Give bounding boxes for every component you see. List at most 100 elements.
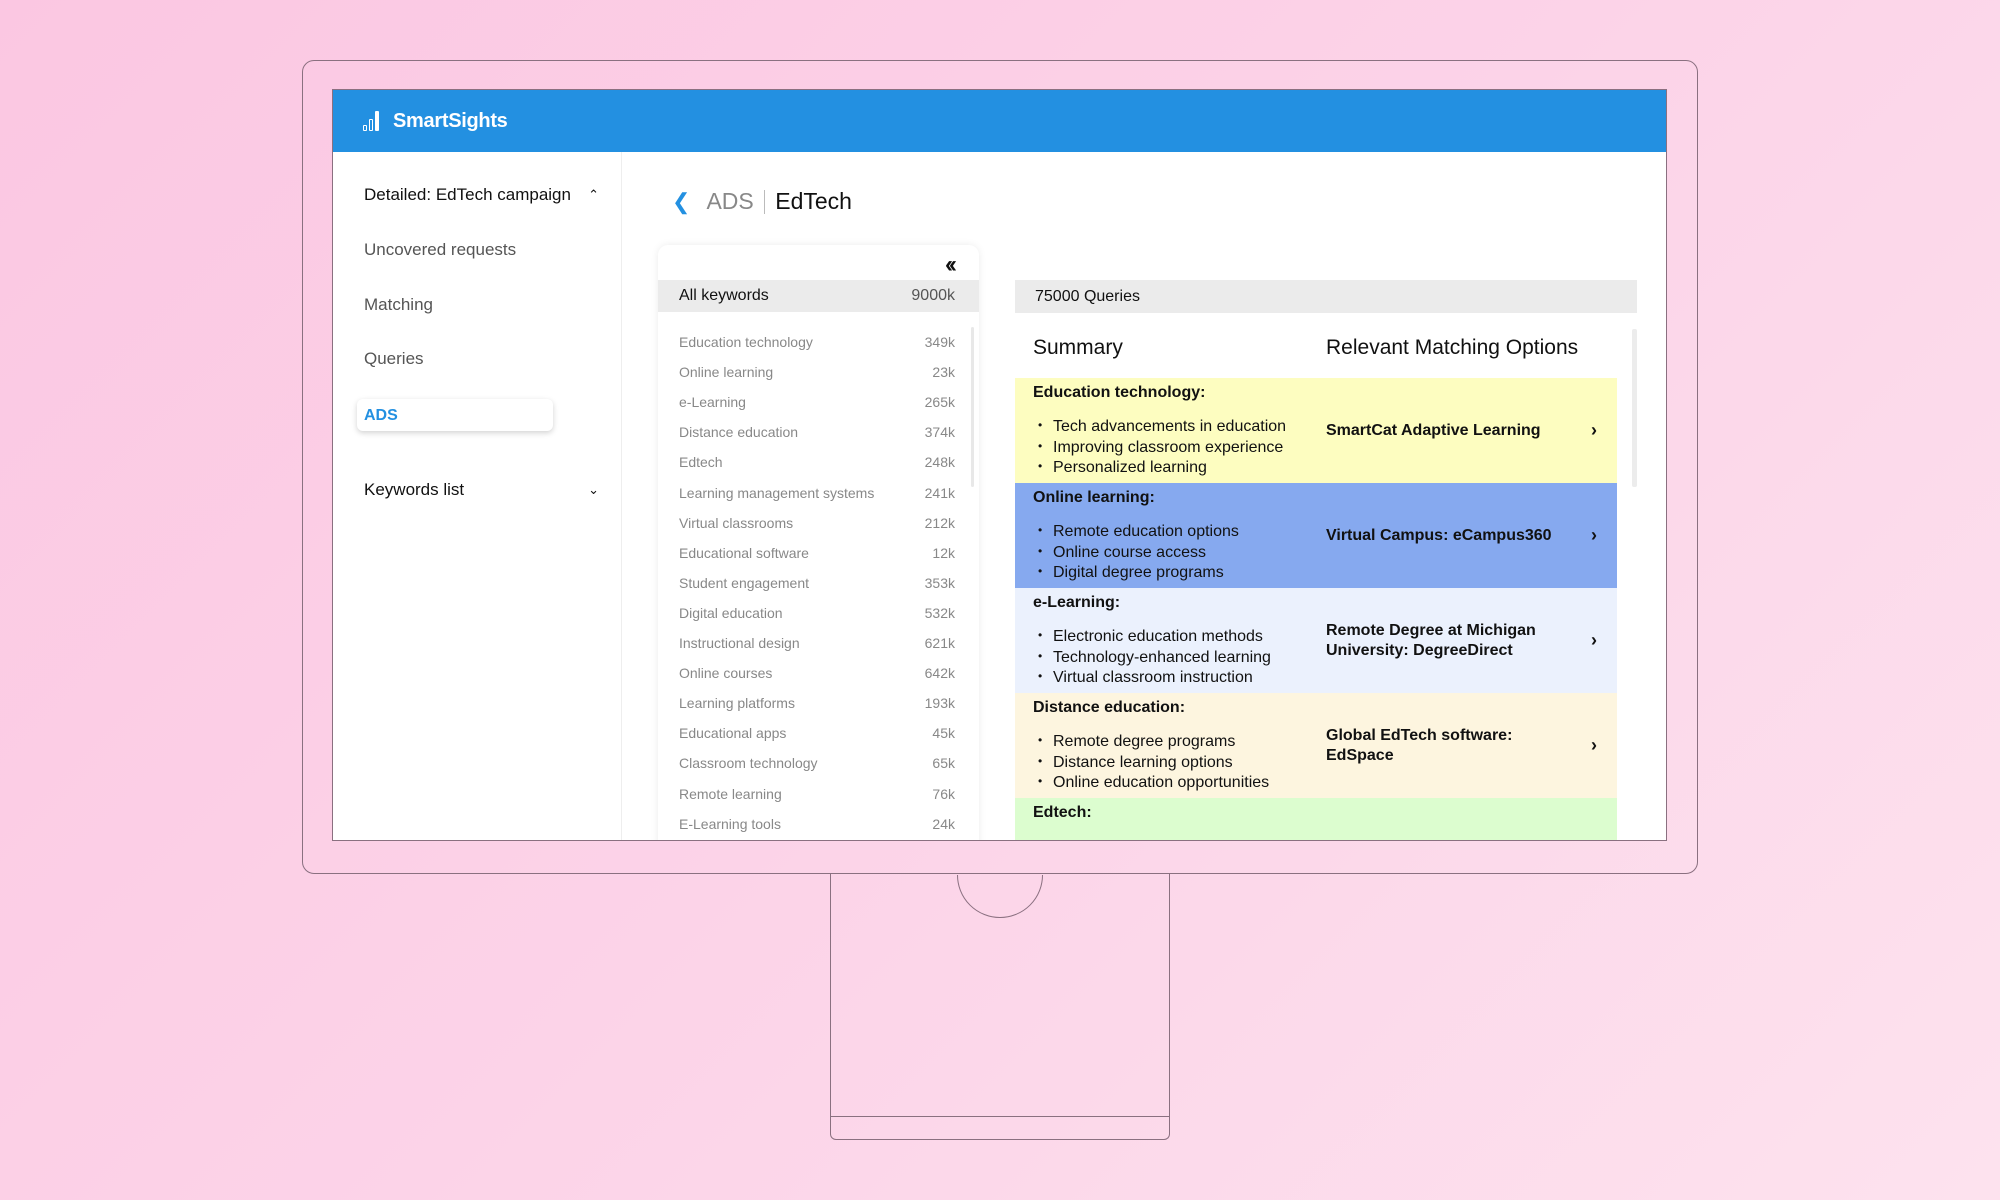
section-title: Edtech:: [1033, 804, 1092, 821]
results-scrollbar[interactable]: [1632, 329, 1637, 487]
keyword-row[interactable]: Education technology 349k: [679, 334, 955, 350]
keyword-row[interactable]: e-Learning 265k: [679, 394, 955, 410]
sidebar-section-detailed[interactable]: Detailed: EdTech campaign ⌃: [364, 185, 599, 205]
breadcrumb-parent[interactable]: ADS: [706, 188, 754, 214]
keyword-count: 532k: [924, 604, 955, 621]
monitor-frame: [302, 60, 1698, 874]
keyword-name: Online learning: [679, 364, 774, 381]
keyword-row[interactable]: Online learning 23k: [679, 364, 955, 380]
keyword-name: Edtech: [679, 454, 723, 471]
keyword-row[interactable]: Educational apps 45k: [679, 725, 955, 741]
summary-section: e-Learning: Electronic education methodsT…: [1015, 588, 1617, 693]
keyword-count: 212k: [924, 514, 955, 531]
matching-option-link[interactable]: Remote Degree at Michigan University: De…: [1326, 622, 1536, 659]
keyword-name: Instructional design: [679, 635, 800, 651]
bullet-item: Electronic education methods: [1038, 626, 1271, 647]
section-title: Distance education:: [1033, 699, 1186, 716]
sidebar-item-queries[interactable]: Queries: [364, 349, 424, 368]
summary-section: Edtech:: [1015, 798, 1617, 840]
chevron-down-icon: ⌄: [588, 482, 599, 497]
sidebar: Detailed: EdTech campaign ⌃ Uncovered re…: [333, 152, 622, 840]
keyword-name: Educational software: [679, 544, 809, 561]
keyword-name: e-Learning: [679, 394, 746, 411]
chevron-right-icon[interactable]: ›: [1591, 525, 1597, 545]
bullet-item: Digital degree programs: [1038, 562, 1239, 583]
app-header: SmartSights: [333, 90, 1666, 152]
keyword-count: 193k: [924, 695, 955, 712]
section-title: Education technology:: [1033, 384, 1206, 401]
keyword-row[interactable]: Learning platforms 193k: [679, 695, 955, 711]
keywords-scrollbar[interactable]: [971, 327, 974, 487]
bar-chart-logo-icon: [363, 111, 379, 131]
chevron-up-icon: ⌃: [588, 187, 599, 202]
keyword-row[interactable]: Learning management systems 241k: [679, 485, 955, 501]
results-panel: 75000 Queries Summary Relevant Matching …: [1015, 280, 1637, 840]
keyword-name: Learning platforms: [679, 695, 795, 712]
matching-option-link[interactable]: SmartCat Adaptive Learning: [1326, 421, 1541, 439]
summary-section: Distance education: Remote degree program…: [1015, 693, 1617, 798]
keyword-count: 374k: [924, 424, 955, 441]
keyword-name: E-Learning tools: [679, 815, 781, 832]
sidebar-item-matching[interactable]: Matching: [364, 295, 433, 314]
chevron-right-icon[interactable]: ›: [1591, 630, 1597, 650]
chevron-right-icon[interactable]: ›: [1591, 420, 1597, 440]
bullet-item: Tech advancements in education: [1038, 416, 1286, 437]
bullet-list: Remote education optionsOnline course ac…: [1038, 521, 1239, 583]
section-title: e-Learning:: [1033, 594, 1121, 611]
keyword-count: 265k: [924, 394, 955, 411]
bullet-item: Improving classroom experience: [1038, 437, 1286, 458]
keyword-name: Online courses: [679, 665, 773, 682]
queries-count: 75000 Queries: [1015, 280, 1637, 313]
keyword-count: 45k: [932, 725, 955, 742]
bullet-item: Virtual classroom instruction: [1038, 667, 1271, 688]
collapse-double-chevron-icon[interactable]: ‹‹: [945, 251, 957, 278]
section-title: Keywords list: [364, 480, 465, 499]
keyword-row[interactable]: Digital education 532k: [679, 605, 955, 621]
keyword-row[interactable]: Distance education 374k: [679, 424, 955, 440]
summary-section: Online learning: Remote education options…: [1015, 483, 1617, 588]
keyword-row[interactable]: Online courses 642k: [679, 665, 955, 681]
keyword-row[interactable]: Classroom technology 65k: [679, 755, 955, 771]
keyword-row[interactable]: Instructional design 621k: [679, 635, 955, 651]
keyword-count: 23k: [932, 364, 955, 381]
keyword-name: Student engagement: [679, 574, 809, 591]
keyword-row[interactable]: Edtech 248k: [679, 454, 955, 470]
keyword-count: 76k: [932, 785, 955, 802]
bullet-item: Online education opportunities: [1038, 772, 1269, 793]
keyword-row[interactable]: Remote learning 76k: [679, 786, 955, 802]
app-window: SmartSights Detailed: EdTech campaign ⌃ …: [332, 89, 1667, 841]
keyword-row[interactable]: Student engagement 353k: [679, 575, 955, 591]
breadcrumb: ❮ ADS EdTech: [672, 188, 852, 215]
summary-section: Education technology: Tech advancements i…: [1015, 378, 1617, 483]
bullet-item: Remote degree programs: [1038, 731, 1269, 752]
stand-base: [831, 1116, 1169, 1117]
keyword-count: 353k: [924, 574, 955, 591]
bullet-item: Online course access: [1038, 542, 1239, 563]
matching-option-link[interactable]: Global EdTech software: EdSpace: [1326, 727, 1513, 764]
keyword-name: Virtual classrooms: [679, 514, 794, 531]
keyword-count: 642k: [924, 665, 955, 682]
section-title: Online learning:: [1033, 489, 1155, 506]
keyword-name: Digital education: [679, 604, 783, 621]
keyword-count: 24k: [932, 815, 955, 832]
brand-logo[interactable]: SmartSights: [393, 109, 508, 132]
keyword-row[interactable]: Educational software 12k: [679, 545, 955, 561]
sidebar-item-ads[interactable]: ADS: [357, 399, 553, 431]
keywords-panel: ‹‹ All keywords 9000k Education technolo…: [658, 245, 979, 840]
back-chevron-icon[interactable]: ❮: [672, 188, 691, 214]
bullet-list: Tech advancements in educationImproving …: [1038, 416, 1286, 478]
sidebar-section-keywords-list[interactable]: Keywords list ⌄: [364, 480, 599, 500]
keyword-name: Learning management systems: [679, 484, 875, 501]
section-title: Detailed: EdTech campaign: [364, 185, 571, 204]
all-keywords-row[interactable]: All keywords 9000k: [658, 280, 979, 312]
keyword-row[interactable]: Virtual classrooms 212k: [679, 515, 955, 531]
keyword-name: Education technology: [679, 334, 813, 350]
all-keywords-count: 9000k: [911, 287, 955, 304]
bullet-item: Remote education options: [1038, 521, 1239, 542]
matching-option-link[interactable]: Virtual Campus: eCampus360: [1326, 526, 1552, 544]
sidebar-item-uncovered-requests[interactable]: Uncovered requests: [364, 240, 517, 259]
keyword-row[interactable]: E-Learning tools 24k: [679, 816, 955, 832]
breadcrumb-divider: [763, 189, 766, 214]
all-keywords-label: All keywords: [679, 287, 769, 304]
chevron-right-icon[interactable]: ›: [1591, 735, 1597, 755]
